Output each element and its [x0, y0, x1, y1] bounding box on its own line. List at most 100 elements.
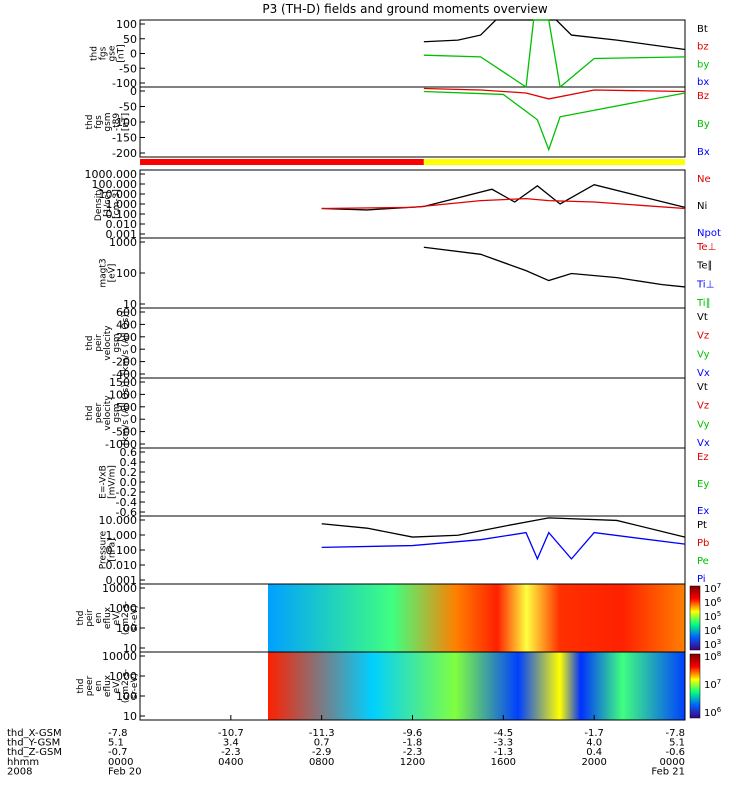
orbit-value: 0800 — [309, 757, 334, 768]
panel-frame — [139, 447, 686, 517]
series-Bt — [423, 19, 686, 51]
y-tick-label: -50 — [119, 101, 137, 114]
y-tick-label: 0.100 — [106, 544, 138, 557]
y-tick-label: 100 — [116, 18, 137, 31]
legend-Te⊥: Te⊥ — [696, 242, 716, 253]
y-axis-label: velocity — [103, 325, 113, 361]
colorbar-tick: 106 — [704, 596, 722, 609]
legend-Ne: Ne — [697, 174, 711, 185]
y-tick-label: 10.000 — [99, 514, 138, 527]
legend-bx: bx — [697, 77, 709, 88]
legend-Ez: Ez — [697, 452, 709, 463]
orbit-value: -0.7 — [108, 747, 128, 758]
panel-fgs-gse: 100 50 0-50 -100 thd fgs gse [nT] Bt bz by bx — [90, 18, 710, 90]
legend-by: by — [697, 59, 709, 70]
y-tick-label: -150 — [112, 132, 137, 145]
panel-density: 1000.000100.00010.0001.0000.1000.0100.00… — [85, 168, 721, 241]
y-tick-label: 1.000 — [106, 529, 138, 542]
y-axis-label: Density — [94, 186, 104, 221]
y-tick-label: -100 — [112, 116, 137, 129]
legend-Vt: Vt — [697, 312, 708, 323]
y-axis-label: -t89 — [112, 113, 122, 132]
orbit-value: -0.6 — [665, 747, 685, 758]
y-axis-label: gsm — [103, 112, 113, 131]
panel-frame — [139, 86, 686, 158]
y-axis-label: eV/ — [112, 610, 122, 626]
orbit-value: 0.4 — [586, 747, 602, 758]
legend-Bx: Bx — [697, 147, 710, 158]
y-tick-label: 1000.000 — [85, 168, 138, 181]
y-tick-label: 10 — [123, 298, 137, 311]
y-tick-label: -1000 — [105, 438, 137, 451]
colorbar-tick-exponent: 7 — [717, 678, 721, 686]
y-axis-label: eflux — [103, 606, 113, 629]
y-axis-label: sr-eV) — [130, 673, 140, 699]
y-tick-label: 10.000 — [99, 188, 138, 201]
y-tick-label: 0 — [130, 85, 137, 98]
orbit-value: 0000 — [108, 757, 133, 768]
colorbar-tick-exponent: 7 — [717, 582, 721, 590]
y-axis-label: [eV] — [108, 264, 118, 283]
series-Pi — [321, 531, 686, 561]
y-tick-label: 0.010 — [106, 218, 138, 231]
y-tick-label: 1000 — [109, 388, 137, 401]
y-tick-label: 400 — [116, 318, 137, 331]
y-tick-label: -50 — [119, 62, 137, 75]
orbit-value: 4.0 — [586, 738, 602, 749]
legend-Ey: Ey — [697, 479, 709, 490]
y-axis-label: fgs — [99, 46, 109, 60]
y-axis-label: gsm — [112, 403, 122, 422]
legend-Vt: Vt — [697, 382, 708, 393]
legend-Vy: Vy — [697, 419, 710, 430]
colorbar-tick: 106 — [704, 706, 722, 719]
orbit-value: -2.9 — [312, 747, 332, 758]
y-axis-label: [mV/m] — [108, 465, 118, 499]
y-tick-label: 10000 — [102, 650, 137, 663]
legend-Vx: Vx — [697, 438, 710, 449]
colorbar-tick: 107 — [704, 678, 721, 691]
legend-Vx: Vx — [697, 368, 710, 379]
legend-Vz: Vz — [697, 331, 709, 342]
orbit-row-label: thd_Y-GSM — [7, 738, 60, 749]
y-axis-label: peir — [94, 334, 104, 352]
legend-Bt: Bt — [697, 24, 708, 35]
y-axis-label: en — [94, 680, 104, 691]
y-tick-label: 10 — [123, 710, 137, 723]
y-tick-label: 1000 — [109, 670, 137, 683]
orbit-value: 0000 — [660, 757, 685, 768]
panel-frame — [139, 237, 686, 309]
y-tick-label: 1500 — [109, 376, 137, 389]
orbit-value: Feb 21 — [651, 766, 685, 777]
legend-Ti∥: Ti∥ — [696, 298, 711, 309]
panel-efield: 0.60.40.20.0-0.2-0.4-0.6 E=-VxB [mV/m] Ez Ey… — [99, 446, 710, 519]
y-tick-label: -200 — [112, 147, 137, 160]
series-By — [423, 90, 686, 152]
orbit-value: Feb 20 — [108, 766, 142, 777]
orbit-value: 5.1 — [669, 738, 685, 749]
y-tick-label: 100 — [116, 690, 137, 703]
orbit-value: -7.8 — [665, 728, 685, 739]
colorbar-tick: 107 — [704, 582, 721, 595]
legend-bz: bz — [697, 42, 709, 53]
y-tick-label: 1.000 — [106, 198, 138, 211]
y-tick-label: 1000 — [109, 602, 137, 615]
orbit-value: -11.3 — [309, 728, 335, 739]
orbit-value: -2.3 — [221, 747, 241, 758]
legend-Pb: Pb — [697, 538, 709, 549]
y-axis-label: [km/s (All Qs)] — [121, 311, 131, 375]
series-Tepar — [423, 246, 686, 288]
y-axis-label: Pressure — [99, 530, 109, 569]
orbit-value: -3.3 — [494, 738, 514, 749]
legend-By: By — [697, 119, 710, 130]
colorbar-tick: 108 — [704, 650, 721, 663]
y-tick-label: 0 — [130, 48, 137, 61]
orbit-value: 0400 — [218, 757, 243, 768]
series-by — [423, 19, 686, 89]
y-tick-label: -500 — [112, 426, 137, 439]
y-axis-label: [nT] — [121, 113, 131, 131]
panel-frame — [139, 169, 686, 239]
legend-Te∥: Te∥ — [696, 261, 713, 272]
y-axis-label: peir — [85, 609, 95, 627]
